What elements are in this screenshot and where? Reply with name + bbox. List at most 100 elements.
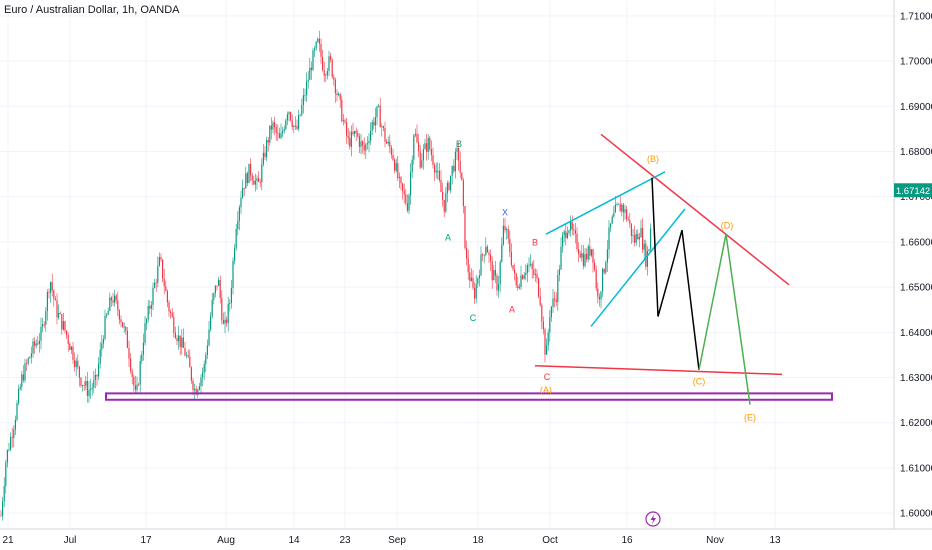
- price-axis[interactable]: 1.71000 1.70000 1.69000 1.68000 1.67000 1.660…: [893, 0, 932, 529]
- candle-body: [154, 282, 156, 288]
- candle-body: [395, 163, 397, 171]
- lightning-icon[interactable]: [645, 511, 661, 527]
- candle-body: [478, 275, 480, 279]
- candle-body: [144, 323, 146, 343]
- candle-body: [138, 384, 140, 386]
- black-projection[interactable]: [651, 177, 700, 370]
- candle-body: [50, 282, 52, 293]
- candle-body: [218, 279, 220, 287]
- candle-body: [640, 227, 642, 238]
- candle-body: [310, 67, 312, 71]
- candle-body: [66, 330, 68, 336]
- wave-label: X: [502, 208, 508, 218]
- candle-body: [85, 380, 87, 386]
- wave-label: (E): [744, 412, 756, 422]
- red-upper-trendline[interactable]: [600, 133, 790, 286]
- candle-body: [242, 187, 244, 198]
- candle-body: [547, 332, 549, 346]
- candle-body: [29, 357, 31, 359]
- candle-body: [182, 337, 184, 348]
- candle-body: [472, 277, 474, 288]
- red-lower-trendline[interactable]: [534, 365, 783, 376]
- candle-body: [536, 273, 538, 279]
- candle-body: [344, 120, 346, 123]
- candle-body: [456, 148, 458, 152]
- candle-body: [614, 204, 616, 213]
- candle-body: [226, 319, 228, 323]
- support-zone-box[interactable]: [105, 392, 833, 401]
- candle-body: [515, 273, 517, 286]
- candle-body: [590, 249, 592, 256]
- candle-body: [477, 278, 479, 284]
- candle-body: [331, 59, 333, 77]
- candle-body: [443, 200, 445, 212]
- candle-body: [45, 311, 47, 325]
- candle-body: [325, 75, 327, 77]
- candle-body: [462, 180, 464, 207]
- candle-body: [354, 130, 356, 134]
- candle-body: [474, 287, 476, 299]
- candle-body: [171, 312, 173, 317]
- candle-body: [507, 229, 509, 239]
- candle-body: [595, 269, 597, 289]
- candle-body: [3, 485, 5, 502]
- candle-body: [635, 233, 637, 243]
- candle-body: [323, 70, 325, 76]
- candle-body: [54, 298, 56, 301]
- candle-body: [80, 377, 82, 386]
- teal-upper-channel[interactable]: [545, 171, 666, 235]
- candle-body: [237, 220, 239, 230]
- candle-body: [402, 183, 404, 191]
- candle-body: [373, 121, 375, 126]
- time-axis[interactable]: 21 Jul 17 Aug 14 23 Sep 18 Oct 16 Nov 13: [0, 528, 932, 546]
- last-price-tag-bg: [894, 183, 932, 198]
- candle-body: [483, 254, 485, 256]
- candle-body: [387, 141, 389, 144]
- candle-body: [61, 313, 63, 330]
- candle-body: [480, 254, 482, 276]
- candle-body: [19, 386, 21, 390]
- candle-body: [315, 41, 317, 49]
- candle-body: [168, 302, 170, 312]
- candle-body: [299, 114, 301, 116]
- candle-body: [459, 160, 461, 173]
- candlestick-series: [0, 30, 652, 521]
- candle-body: [392, 154, 394, 160]
- candle-body: [517, 285, 519, 289]
- candle-body: [322, 56, 324, 71]
- candle-body: [107, 310, 109, 315]
- candle-body: [234, 248, 236, 261]
- y-tick-label: 1.65000: [900, 283, 932, 294]
- candle-body: [21, 374, 23, 387]
- wave-label: B: [456, 139, 462, 149]
- candle-body: [602, 268, 604, 292]
- candle-body: [291, 120, 293, 127]
- candle-body: [134, 385, 136, 390]
- teal-lower-channel[interactable]: [590, 208, 686, 327]
- candle-body: [619, 203, 621, 212]
- candle-body: [181, 337, 183, 348]
- candle-body: [598, 296, 600, 300]
- wave-label: (D): [721, 220, 734, 230]
- candle-body: [77, 360, 79, 367]
- candle-body: [568, 230, 570, 233]
- candle-body: [122, 322, 124, 328]
- x-tick-label: 23: [339, 535, 351, 546]
- green-projection[interactable]: [698, 234, 751, 405]
- y-tick-label: 1.67000: [900, 192, 932, 203]
- candle-body: [62, 321, 64, 330]
- candle-body: [530, 263, 532, 265]
- candle-body: [518, 287, 520, 289]
- last-price-tag: 1.67142: [894, 183, 932, 198]
- candle-body: [405, 194, 407, 204]
- candle-body: [587, 246, 589, 260]
- candle-body: [390, 147, 392, 155]
- candle-body: [269, 125, 271, 143]
- candle-body: [288, 112, 290, 115]
- candle-body: [618, 203, 620, 205]
- candle-body: [318, 38, 320, 44]
- candle-body: [232, 260, 234, 288]
- candle-body: [464, 206, 466, 249]
- candle-body: [206, 345, 208, 355]
